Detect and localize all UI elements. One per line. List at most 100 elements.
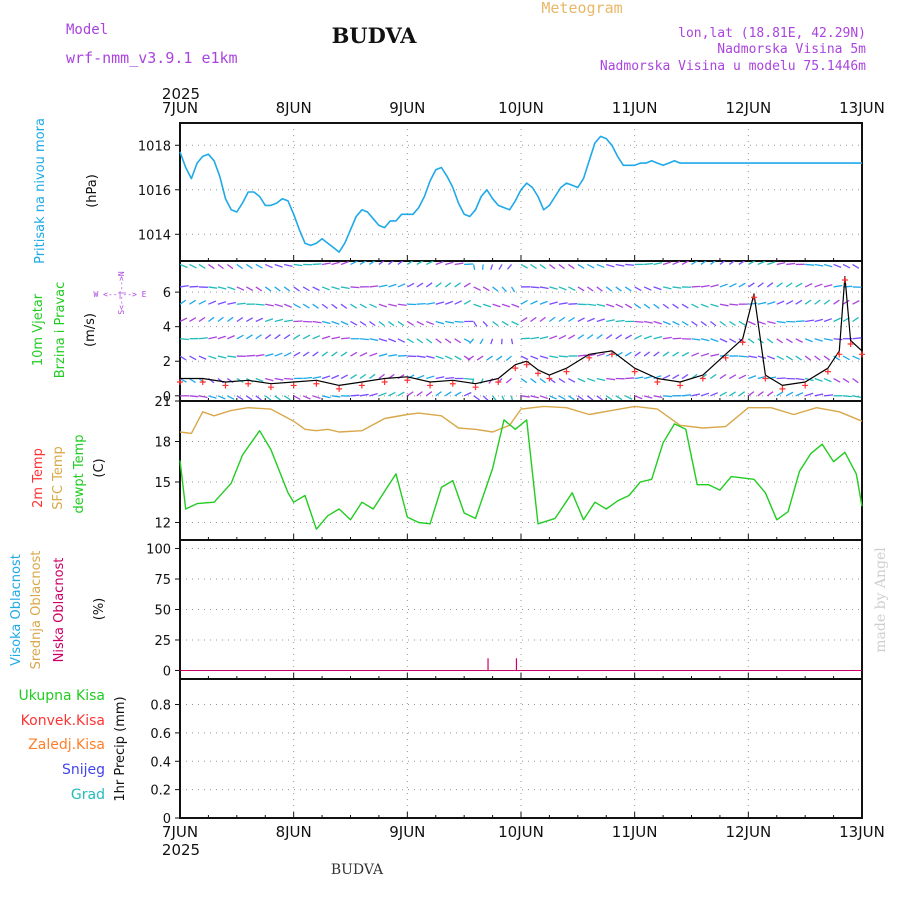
wind-arrow bbox=[492, 286, 499, 292]
wind-arrow bbox=[208, 316, 215, 323]
wind-arrow bbox=[520, 263, 528, 269]
wind-arrow bbox=[558, 263, 565, 270]
wind-arrow bbox=[435, 376, 445, 380]
wind-arrow bbox=[359, 338, 369, 341]
wind-arrow bbox=[416, 320, 425, 326]
bottom-date-label: 10JUN bbox=[498, 823, 544, 841]
wind-arrow bbox=[596, 377, 606, 382]
precip-legend-hail: Grad bbox=[71, 787, 105, 803]
wind-arrow bbox=[842, 395, 853, 398]
wind-arrow bbox=[766, 391, 774, 397]
wind-arrow bbox=[824, 394, 834, 397]
wind-arrow bbox=[747, 338, 755, 344]
wind-arrow bbox=[577, 334, 585, 340]
wind-ylabel-1: 10m Vjetar bbox=[31, 293, 46, 366]
wind-arrow bbox=[486, 355, 493, 361]
wind-arrow bbox=[861, 303, 862, 305]
wind-arrow bbox=[558, 377, 566, 384]
gust-marker bbox=[523, 361, 530, 368]
wind-arrow bbox=[568, 286, 576, 291]
temperature-axis-title: 2m Temp SFC Temp dewpt Temp (C) bbox=[31, 434, 107, 513]
wind-arrow bbox=[340, 374, 349, 380]
wind-arrow bbox=[757, 355, 767, 360]
wind-arrow bbox=[643, 303, 651, 309]
wind-arrow bbox=[643, 335, 653, 340]
wind-arrow bbox=[577, 377, 586, 383]
wind-arrow bbox=[577, 354, 587, 357]
wind-arrow bbox=[426, 302, 436, 305]
wind-arrow bbox=[558, 355, 568, 358]
wind-arrow bbox=[208, 336, 218, 340]
wind-arrow bbox=[425, 282, 433, 288]
bottom-date-label: 13JUN bbox=[839, 823, 885, 841]
wind-arrow bbox=[312, 320, 322, 324]
wind-arrow bbox=[662, 336, 672, 340]
wind-arrow bbox=[350, 303, 357, 309]
wind-arrow bbox=[729, 261, 736, 265]
bottom-date-label: 12JUN bbox=[725, 823, 771, 841]
wind-axis-title: 10m Vjetar Brzina i Pravac (m/s) W <--|-… bbox=[31, 271, 147, 378]
top-date-label: 7JUN bbox=[162, 99, 198, 117]
wind-arrow bbox=[615, 395, 623, 401]
pressure-panel: 1014 1016 1018 bbox=[138, 122, 863, 262]
wind-arrow bbox=[388, 283, 397, 288]
wind-arrow bbox=[369, 303, 377, 309]
gust-marker bbox=[290, 382, 297, 389]
wind-arrow bbox=[710, 338, 719, 343]
wind-ylabel-2: Brzina i Pravac bbox=[53, 282, 68, 379]
wind-speed-line bbox=[180, 276, 863, 386]
wind-arrow bbox=[340, 337, 350, 340]
cloud-unit: (%) bbox=[92, 598, 107, 621]
wind-arrow bbox=[710, 373, 717, 380]
gust-marker bbox=[563, 368, 570, 375]
wind-arrow bbox=[245, 286, 254, 292]
wind-arrow bbox=[577, 317, 585, 323]
wind-arrow bbox=[321, 262, 331, 266]
wind-arrow bbox=[852, 316, 859, 323]
wind-arrow bbox=[644, 320, 653, 324]
wind-arrow bbox=[208, 300, 217, 305]
panel-frame bbox=[179, 400, 863, 541]
wind-arrow bbox=[321, 351, 329, 357]
wind-arrow bbox=[454, 262, 464, 266]
model-name: wrf-nmm_v3.9.1 e1km bbox=[66, 49, 238, 67]
wind-arrow bbox=[388, 303, 397, 307]
gust-marker bbox=[449, 380, 456, 387]
wind-arrow bbox=[814, 318, 824, 323]
wind-arrow bbox=[283, 334, 291, 340]
wind-arrow bbox=[312, 376, 322, 380]
gust-marker bbox=[381, 378, 388, 385]
wind-arrow bbox=[198, 355, 207, 360]
panel-frame bbox=[179, 122, 863, 262]
wind-arrow bbox=[700, 338, 710, 342]
wind-arrow bbox=[444, 391, 452, 397]
wind-arrow bbox=[255, 395, 262, 401]
wind-arrow bbox=[747, 391, 755, 397]
wind-arrow bbox=[340, 303, 348, 309]
wind-arrow bbox=[662, 286, 672, 290]
wind-arrow bbox=[293, 395, 301, 401]
wind-arrow bbox=[672, 351, 680, 357]
gust-marker bbox=[222, 382, 229, 389]
wind-arrow bbox=[444, 355, 453, 360]
station-title: BUDVA bbox=[332, 23, 418, 48]
wind-arrow bbox=[492, 395, 497, 401]
wind-arrow bbox=[549, 301, 558, 305]
wind-arrow bbox=[833, 355, 841, 361]
wind-arrow bbox=[189, 299, 197, 305]
wind-arrow bbox=[549, 395, 557, 400]
wind-arrow bbox=[236, 302, 246, 305]
gust-marker bbox=[267, 384, 274, 391]
y-tick-label: 1014 bbox=[138, 228, 171, 243]
wind-arrow bbox=[587, 377, 596, 382]
wind-arrow bbox=[719, 320, 727, 327]
wind-arrow bbox=[624, 351, 632, 357]
wind-arrow bbox=[274, 318, 284, 323]
wind-arrow bbox=[425, 261, 434, 266]
wind-arrow bbox=[217, 335, 226, 340]
wind-arrow bbox=[634, 320, 644, 323]
wind-arrow bbox=[378, 373, 385, 380]
cloud-ylabel-low: Niska Oblacnost bbox=[52, 558, 67, 663]
wind-arrow bbox=[217, 355, 227, 359]
wind-arrow bbox=[549, 355, 559, 359]
